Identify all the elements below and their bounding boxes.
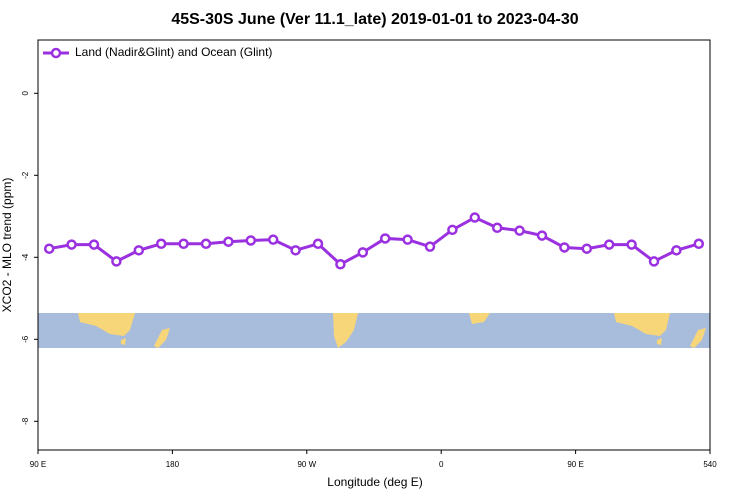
data-point xyxy=(603,239,615,250)
data-point xyxy=(581,243,593,254)
data-point xyxy=(178,238,189,250)
data-point xyxy=(424,241,436,252)
data-point xyxy=(223,236,234,247)
data-point xyxy=(267,234,279,245)
data-point xyxy=(43,243,55,254)
x-tick-label: 90 E xyxy=(30,460,46,469)
data-point xyxy=(290,245,301,256)
series-line xyxy=(48,215,700,267)
x-axis-label: Longitude (deg E) xyxy=(327,475,422,489)
y-tick-label: 0 xyxy=(21,91,30,96)
y-tick-label: -6 xyxy=(21,335,30,343)
data-point xyxy=(514,225,525,236)
data-point xyxy=(447,224,458,236)
data-point xyxy=(671,245,682,256)
y-tick-label: -8 xyxy=(21,417,30,425)
data-point xyxy=(200,238,212,250)
data-point xyxy=(402,234,413,245)
data-point xyxy=(469,212,481,223)
y-tick-label: -2 xyxy=(21,171,30,179)
data-point xyxy=(245,235,257,246)
data-point xyxy=(559,242,570,253)
y-axis-label: XCO2 - MLO trend (ppm) xyxy=(0,178,14,313)
legend-marker xyxy=(50,47,62,59)
x-tick-label: 180 xyxy=(166,460,180,469)
legend-label: Land (Nadir&Glint) and Ocean (Glint) xyxy=(75,45,272,59)
plot-frame xyxy=(37,39,711,451)
data-point xyxy=(379,233,391,244)
x-tick-label: 90 W xyxy=(297,460,316,469)
data-point xyxy=(66,239,77,250)
data-point xyxy=(88,239,100,250)
x-tick-label: 540 xyxy=(703,460,717,469)
data-point xyxy=(626,239,637,250)
data-point xyxy=(536,230,548,241)
data-point xyxy=(335,259,346,270)
data-point xyxy=(357,247,369,258)
x-tick-label: 0 xyxy=(439,460,444,469)
data-point xyxy=(155,238,167,250)
data-point xyxy=(693,238,705,250)
x-tick-label: 90 E xyxy=(567,460,583,469)
y-tick-label: -4 xyxy=(21,253,30,261)
data-point xyxy=(648,256,660,267)
chart-title: 45S-30S June (Ver 11.1_late) 2019-01-01 … xyxy=(171,11,578,28)
data-point xyxy=(111,256,122,267)
data-point xyxy=(312,238,324,250)
data-point xyxy=(491,222,503,234)
data-point xyxy=(133,245,145,256)
map-band xyxy=(38,313,710,348)
